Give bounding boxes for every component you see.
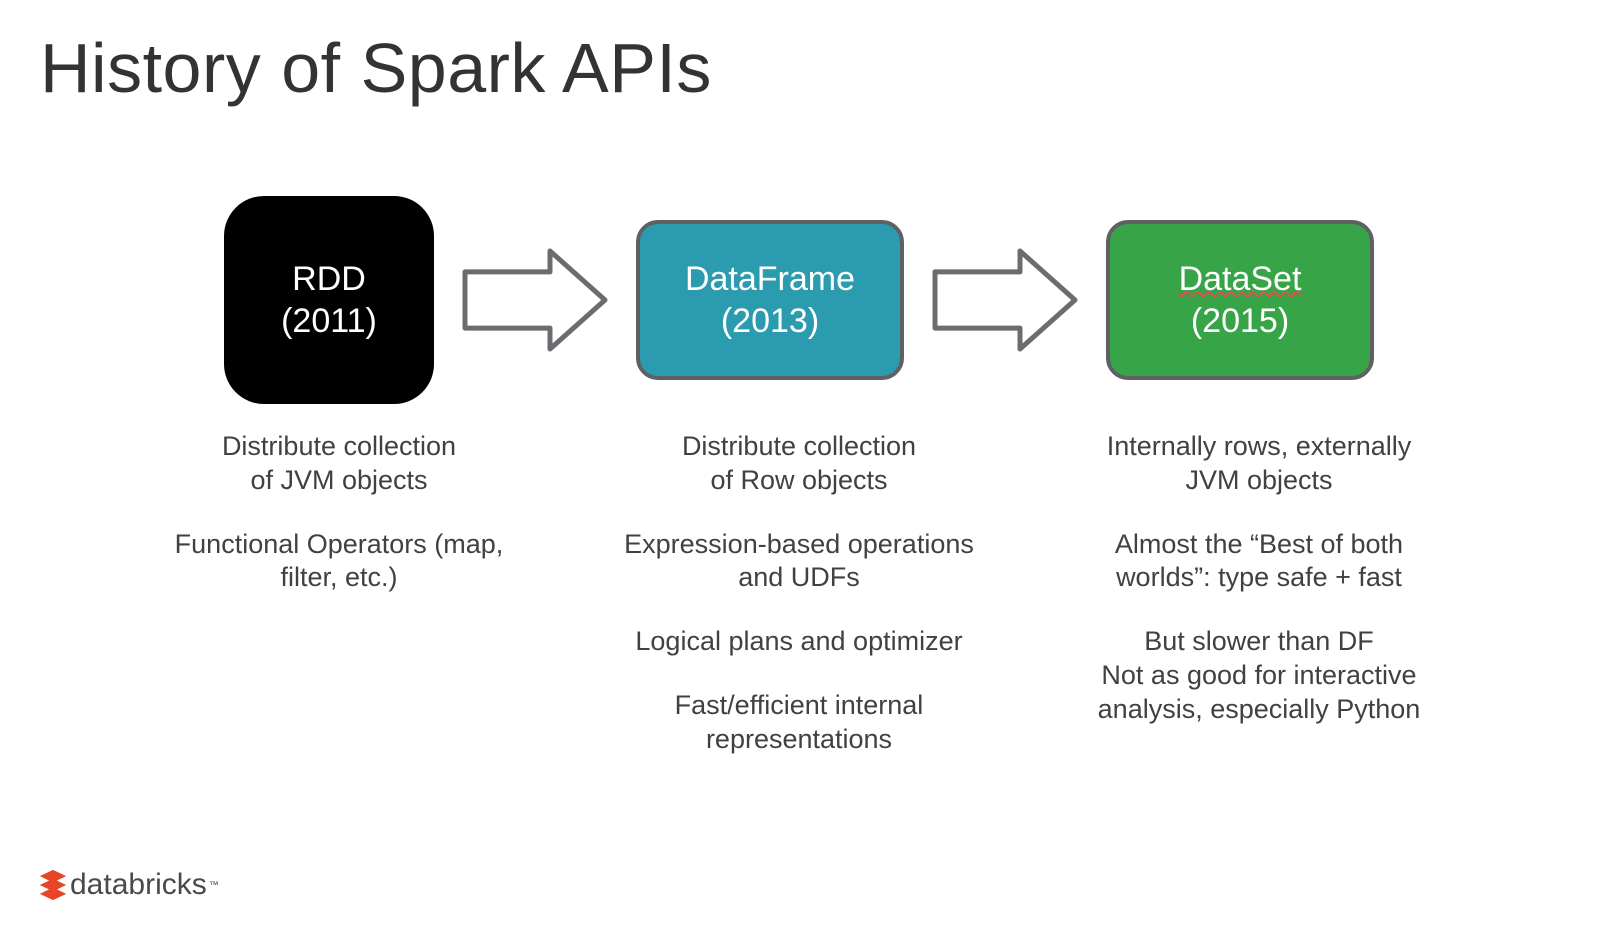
box-dataframe: DataFrame(2013) xyxy=(636,220,904,380)
slide-title: History of Spark APIs xyxy=(40,28,1558,108)
desc-col-0: Distribute collectionof JVM objects Funct… xyxy=(159,430,519,786)
slide: History of Spark APIs RDD(2011) DataFrame… xyxy=(0,0,1598,928)
box-year: (2011) xyxy=(281,300,377,343)
box-dataset: DataSet(2015) xyxy=(1106,220,1374,380)
desc-para-1-0: Distribute collectionof Row objects xyxy=(619,430,979,498)
arrow-icon xyxy=(460,246,610,354)
box-name: DataFrame xyxy=(685,258,855,301)
box-year: (2015) xyxy=(1191,300,1289,343)
desc-para-1-3: Fast/efficient internalrepresentations xyxy=(619,689,979,757)
databricks-logo: databricks™ xyxy=(36,868,219,902)
desc-col-2: Internally rows, externallyJVM objects Al… xyxy=(1079,430,1439,786)
desc-para-2-0: Internally rows, externallyJVM objects xyxy=(1079,430,1439,498)
box-year: (2013) xyxy=(721,300,819,343)
timeline-row: RDD(2011) DataFrame(2013) DataSet(2015) xyxy=(0,190,1598,410)
arrow-icon xyxy=(930,246,1080,354)
desc-para-2-1: Almost the “Best of bothworlds”: type sa… xyxy=(1079,528,1439,596)
desc-para-2-2: But slower than DFNot as good for intera… xyxy=(1079,625,1439,726)
desc-para-0-0: Distribute collectionof JVM objects xyxy=(159,430,519,498)
descriptions-row: Distribute collectionof JVM objects Funct… xyxy=(0,430,1598,786)
desc-para-0-1: Functional Operators (map,filter, etc.) xyxy=(159,528,519,596)
desc-para-1-1: Expression-based operationsand UDFs xyxy=(619,528,979,596)
trademark-symbol: ™ xyxy=(209,880,219,891)
desc-col-1: Distribute collectionof Row objects Expre… xyxy=(619,430,979,786)
box-rdd: RDD(2011) xyxy=(224,196,434,404)
box-name: RDD xyxy=(292,258,366,301)
box-name: DataSet xyxy=(1179,258,1302,301)
desc-para-1-2: Logical plans and optimizer xyxy=(619,625,979,659)
databricks-icon xyxy=(36,868,70,902)
databricks-wordmark: databricks xyxy=(70,868,207,902)
